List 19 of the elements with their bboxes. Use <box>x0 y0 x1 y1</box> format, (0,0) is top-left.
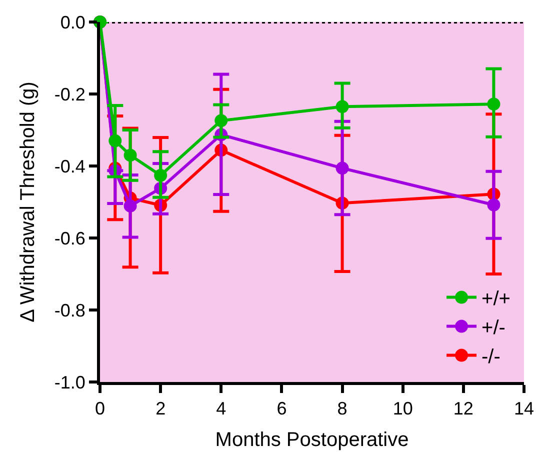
x-tick-label: 6 <box>276 398 287 419</box>
x-tick-label: 2 <box>156 398 166 419</box>
y-tick-label: -0.8 <box>54 300 86 320</box>
x-tick-label: 14 <box>514 398 534 419</box>
legend-label: +/- <box>482 317 506 340</box>
x-tick-label: 0 <box>94 398 106 419</box>
y-tick-label: -0.4 <box>54 156 86 176</box>
legend-label: -/- <box>482 346 500 368</box>
x-tick-label: 12 <box>453 398 474 419</box>
legend-label: +/+ <box>482 288 510 310</box>
y-tick-label: -0.6 <box>54 228 86 248</box>
y-axis-title: Δ Withdrawal Threshold (g) <box>16 82 39 322</box>
x-tick-label: 10 <box>392 398 413 419</box>
y-tick-label: 0.0 <box>60 12 86 32</box>
x-tick-label: 8 <box>337 398 348 419</box>
x-axis-title: Months Postoperative <box>215 429 409 452</box>
y-tick-label: -1.0 <box>54 372 86 392</box>
x-tick-label: 4 <box>216 398 226 419</box>
y-tick-label: -0.2 <box>54 84 86 104</box>
